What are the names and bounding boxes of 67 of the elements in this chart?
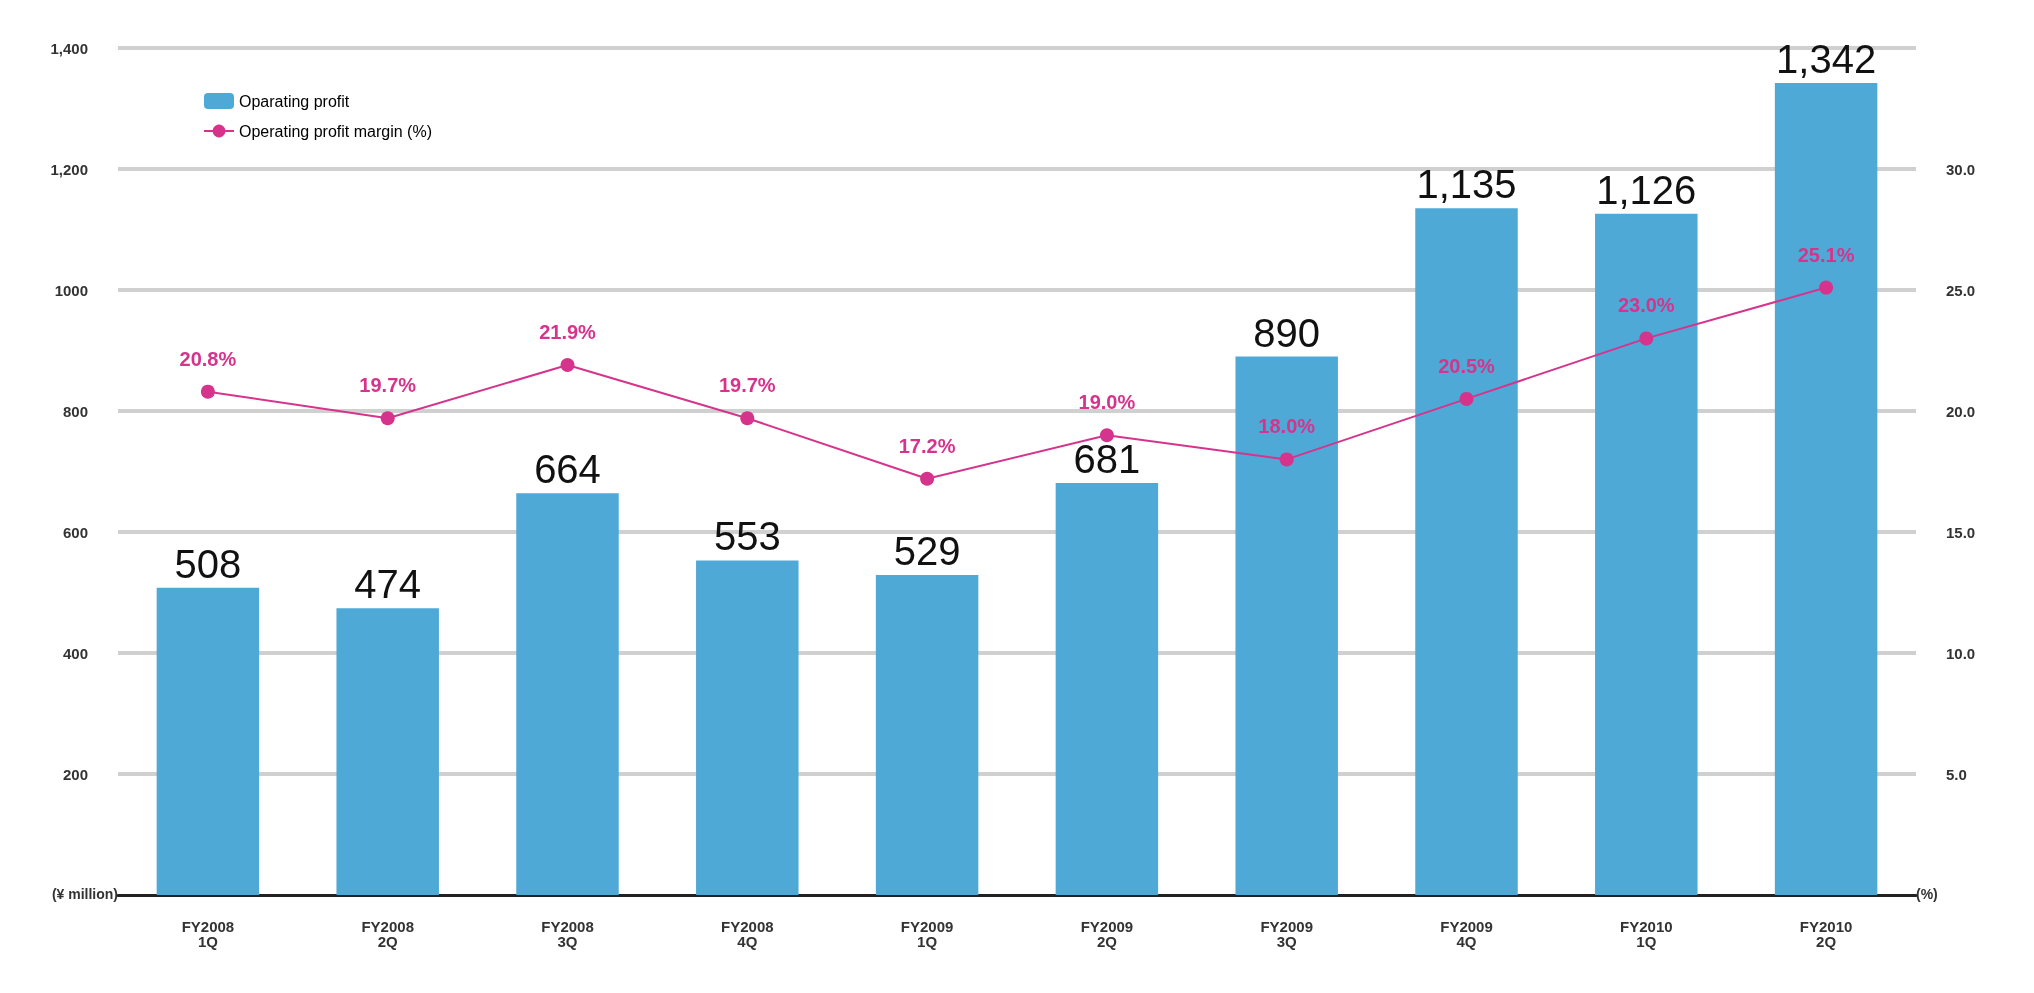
data-label: 508 [174,541,242,586]
data-label: 21.9% [539,321,597,344]
bar [336,608,439,895]
data-label: 1,135 [1416,162,1517,207]
point [920,471,935,486]
bar [696,560,799,895]
y-tick-label: 1,400 [50,39,88,57]
bar [156,587,260,895]
bar [1595,213,1698,895]
data-label: 890 [1253,310,1321,355]
data-label: 17.2% [898,434,956,457]
x-tick-label: FY2008 1Q [181,918,235,950]
data-label: 474 [354,562,422,607]
bar [516,493,619,895]
y-tick-label: 600 [62,523,88,541]
data-label: 1,126 [1596,167,1697,212]
data-label: 529 [893,528,961,573]
bar [1055,483,1159,895]
bar [1774,83,1878,895]
x-tick-label: FY2010 1Q [1620,918,1673,950]
x-tick-label: FY2009 2Q [1080,918,1134,950]
y2-tick-label: 30.0 [1946,160,1976,178]
legend-label: Operating profit margin (%) [239,122,432,140]
y-axis-title: (¥ million) [51,886,118,902]
data-label: 20.5% [1438,354,1496,377]
data-label: 19.7% [359,374,417,397]
x-tick-label: FY2009 1Q [900,918,954,950]
point [200,384,215,399]
data-label: 664 [534,447,601,492]
data-label: 23.0% [1617,294,1675,317]
point [1099,428,1114,443]
data-label: 19.0% [1078,391,1136,414]
x-tick-label: FY2008 4Q [721,918,774,950]
point [740,411,755,426]
point [560,358,575,373]
bar [1235,356,1338,895]
data-label: 25.1% [1797,243,1855,266]
data-label: 553 [713,514,781,559]
y2-tick-label: 20.0 [1946,402,1976,420]
data-label: 19.7% [718,374,776,397]
data-label: 20.8% [179,347,237,370]
y2-tick-label: 10.0 [1946,644,1976,662]
bar [1415,208,1518,895]
y-tick-label: 200 [62,765,88,783]
y2-tick-label: 25.0 [1946,281,1976,299]
y2-tick-label: 5.0 [1946,765,1967,783]
x-tick-label: FY2008 3Q [541,918,594,950]
point [1639,331,1654,346]
y-tick-label: 1000 [54,281,88,299]
y-tick-label: 400 [62,644,88,662]
point [1459,391,1474,406]
data-label: 18.0% [1258,415,1316,438]
bar [875,574,979,895]
x-tick-label: FY2009 3Q [1260,918,1313,950]
y2-tick-label: 15.0 [1946,523,1976,541]
y-tick-label: 1,200 [50,160,88,178]
x-tick-label: FY2008 2Q [361,918,414,950]
x-tick-label: FY2010 2Q [1799,918,1853,950]
data-label: 1,342 [1776,37,1877,82]
y-tick-label: 800 [62,402,88,420]
x-tick-label: FY2009 4Q [1440,918,1493,950]
point [1279,452,1294,467]
legend-label: Oparating profit [239,92,350,110]
point [380,411,395,426]
y2-axis-title: (%) [1916,886,1938,902]
data-label: 681 [1073,436,1141,481]
point [1819,280,1834,295]
